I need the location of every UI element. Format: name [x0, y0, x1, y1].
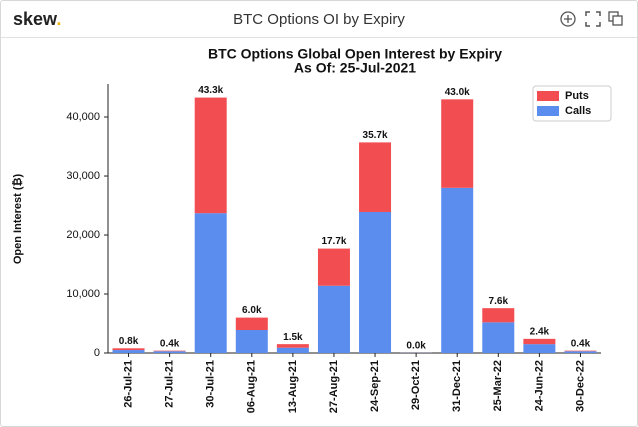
add-icon[interactable] [560, 11, 576, 27]
total-label: 6.0k [242, 305, 262, 316]
total-label: 2.4k [530, 326, 550, 337]
bar-segment [194, 213, 227, 353]
x-tick-label: 13-Aug-21 [287, 360, 299, 413]
logo-dot: . [56, 9, 62, 29]
legend-swatch [537, 106, 559, 116]
bar-segment [523, 344, 556, 353]
bar-segment [153, 350, 186, 352]
x-tick-label: 31-Dec-21 [451, 360, 463, 412]
widget-header: skew. BTC Options OI by Expiry [1, 1, 637, 38]
bar-segment [276, 347, 309, 353]
bar-segment [523, 338, 556, 345]
legend-label: Calls [565, 105, 591, 117]
bar-segment [441, 187, 474, 353]
total-label: 35.7k [363, 130, 388, 141]
bar-segment [359, 142, 392, 213]
y-axis-label: Open Interest (₿) [12, 174, 24, 265]
x-tick-label: 27-Aug-21 [328, 360, 340, 413]
bar-segment [153, 351, 186, 353]
copy-icon[interactable] [608, 11, 623, 26]
y-tick-label: 0 [94, 347, 100, 359]
widget-title: BTC Options OI by Expiry [233, 11, 405, 28]
total-label: 0.0k [406, 340, 426, 351]
bar-segment [564, 350, 597, 352]
x-tick-label: 29-Oct-21 [410, 360, 422, 410]
bar-segment [235, 329, 268, 353]
chart: BTC Options Global Open Interest by Expi… [12, 46, 612, 413]
x-tick-label: 30-Jul-21 [205, 360, 217, 408]
bar-segment [317, 285, 350, 353]
bar-segment [441, 99, 474, 188]
x-tick-label: 27-Jul-21 [164, 360, 176, 408]
chart-subtitle: As Of: 25-Jul-2021 [294, 60, 416, 76]
header-icons [560, 11, 623, 27]
bar-segment [482, 308, 515, 323]
logo[interactable]: skew. [13, 9, 61, 30]
total-label: 7.6k [489, 296, 509, 307]
legend-swatch [537, 91, 559, 101]
bar-segment [112, 350, 145, 353]
x-tick-label: 06-Aug-21 [246, 360, 258, 413]
x-tick-label: 24-Sep-21 [369, 360, 381, 412]
x-tick-label: 30-Dec-22 [574, 360, 586, 412]
total-label: 0.4k [571, 338, 591, 349]
bar-segment [482, 322, 515, 353]
y-tick-label: 40,000 [66, 111, 100, 123]
y-tick-label: 30,000 [66, 170, 100, 182]
bar-segment [276, 344, 309, 348]
y-tick-label: 20,000 [66, 229, 100, 241]
total-label: 1.5k [283, 332, 303, 343]
total-label: 0.8k [119, 336, 139, 347]
total-label: 43.3k [198, 85, 223, 96]
bar-segment [194, 97, 227, 214]
x-tick-label: 25-Mar-22 [492, 360, 504, 411]
x-tick-label: 24-Jun-22 [533, 360, 545, 411]
bar-segment [235, 317, 268, 330]
fullscreen-icon[interactable] [585, 11, 601, 27]
total-label: 0.4k [160, 338, 180, 349]
bar-segment [317, 248, 350, 286]
bar-segment [359, 212, 392, 353]
chart-title: BTC Options Global Open Interest by Expi… [208, 46, 502, 62]
total-label: 43.0k [445, 87, 470, 98]
total-label: 17.7k [321, 236, 346, 247]
bar-segment [564, 351, 597, 353]
legend-label: Puts [565, 90, 589, 102]
bar-segment [112, 348, 145, 351]
logo-text: skew [13, 9, 57, 29]
y-tick-label: 10,000 [66, 288, 100, 300]
x-tick-label: 26-Jul-21 [122, 360, 134, 408]
